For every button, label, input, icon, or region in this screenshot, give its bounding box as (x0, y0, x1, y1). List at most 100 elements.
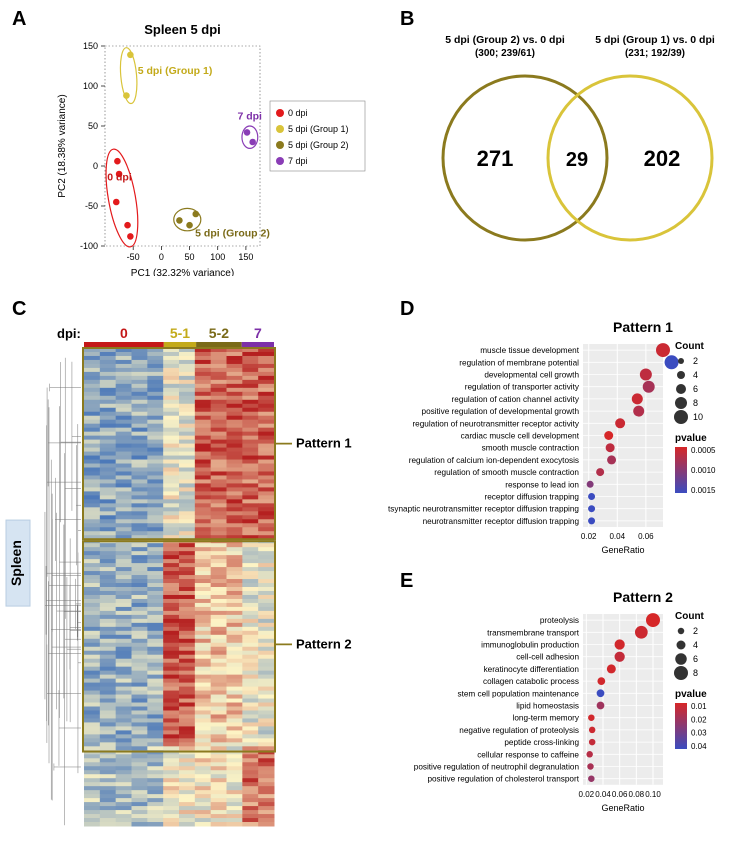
svg-text:Pattern 1: Pattern 1 (296, 436, 352, 451)
svg-text:dpi:: dpi: (57, 326, 81, 341)
panel-c-label: C (12, 298, 26, 321)
svg-text:0.03: 0.03 (691, 729, 707, 738)
svg-text:0 dpi: 0 dpi (288, 108, 308, 118)
svg-text:0.04: 0.04 (609, 532, 625, 541)
svg-text:-100: -100 (80, 241, 98, 251)
svg-text:0.06: 0.06 (638, 532, 654, 541)
svg-text:positive regulation of neutrop: positive regulation of neutrophil degran… (414, 763, 580, 772)
svg-text:271: 271 (477, 146, 514, 171)
svg-text:long-term memory: long-term memory (513, 714, 580, 723)
svg-text:10: 10 (693, 412, 703, 422)
svg-text:5 dpi (Group 2): 5 dpi (Group 2) (288, 140, 349, 150)
svg-text:positive regulation of cholest: positive regulation of cholesterol trans… (427, 775, 579, 784)
svg-text:(300; 239/61): (300; 239/61) (475, 48, 535, 59)
svg-text:0.04: 0.04 (691, 742, 707, 751)
svg-text:GeneRatio: GeneRatio (601, 803, 644, 813)
svg-text:neurotransmitter receptor diff: neurotransmitter receptor diffusion trap… (423, 517, 580, 526)
svg-text:7 dpi: 7 dpi (288, 156, 308, 166)
svg-text:postsynaptic neurotransmitter: postsynaptic neurotransmitter receptor d… (388, 505, 579, 514)
panel-d-label: D (400, 298, 414, 321)
svg-text:0.02: 0.02 (581, 532, 597, 541)
svg-text:0.04: 0.04 (595, 790, 611, 799)
svg-text:GeneRatio: GeneRatio (601, 545, 644, 555)
svg-text:7 dpi: 7 dpi (237, 111, 262, 123)
svg-text:PC1 (32.32% variance): PC1 (32.32% variance) (131, 268, 234, 276)
svg-text:0.0005: 0.0005 (691, 446, 716, 455)
svg-text:Spleen 5 dpi: Spleen 5 dpi (144, 22, 221, 37)
svg-text:5 dpi (Group 1): 5 dpi (Group 1) (138, 65, 213, 77)
svg-text:5 dpi (Group 2): 5 dpi (Group 2) (195, 227, 270, 239)
heatmap: dpi: 0 5-1 5-2 7 Pattern 1 Pattern 2 Spleen (4, 320, 384, 845)
svg-text:Count: Count (675, 611, 705, 622)
svg-text:negative regulation of proteol: negative regulation of proteolysis (459, 726, 579, 735)
svg-text:150: 150 (238, 252, 253, 262)
svg-text:6: 6 (693, 654, 698, 664)
svg-text:29: 29 (566, 149, 588, 171)
svg-text:6: 6 (693, 384, 698, 394)
svg-text:8: 8 (693, 398, 698, 408)
svg-text:positive regulation of develop: positive regulation of developmental gro… (422, 407, 580, 416)
svg-text:Count: Count (675, 341, 705, 352)
svg-text:pvalue: pvalue (675, 433, 707, 444)
svg-text:regulation of membrane potenti: regulation of membrane potential (459, 358, 579, 367)
svg-text:0.0010: 0.0010 (691, 466, 716, 475)
svg-text:Pattern 2: Pattern 2 (296, 636, 352, 651)
pca-scatter: Spleen 5 dpi-50050100150-100-50050100150… (30, 16, 370, 276)
svg-text:PC2 (18.38% variance): PC2 (18.38% variance) (57, 94, 68, 197)
svg-text:0.08: 0.08 (629, 790, 645, 799)
svg-text:-50: -50 (127, 252, 140, 262)
svg-text:cell-cell adhesion: cell-cell adhesion (516, 653, 579, 662)
svg-text:50: 50 (185, 252, 195, 262)
svg-text:lipid homeostasis: lipid homeostasis (516, 702, 579, 711)
svg-text:0.06: 0.06 (612, 790, 628, 799)
svg-text:cellular response to caffeine: cellular response to caffeine (477, 750, 579, 759)
svg-text:50: 50 (88, 121, 98, 131)
svg-text:muscle tissue development: muscle tissue development (480, 346, 579, 355)
svg-text:-50: -50 (85, 201, 98, 211)
svg-text:response to lead ion: response to lead ion (505, 480, 579, 489)
svg-text:5 dpi (Group 2) vs. 0 dpi: 5 dpi (Group 2) vs. 0 dpi (445, 34, 565, 46)
svg-text:proteolysis: proteolysis (540, 616, 579, 625)
svg-text:0: 0 (93, 161, 98, 171)
panel-a-label: A (12, 8, 26, 31)
svg-text:regulation of neurotransmitter: regulation of neurotransmitter receptor … (412, 419, 579, 428)
svg-text:smooth muscle contraction: smooth muscle contraction (482, 444, 580, 453)
svg-text:0: 0 (120, 325, 128, 341)
svg-text:0.0015: 0.0015 (691, 486, 716, 495)
svg-text:receptor diffusion trapping: receptor diffusion trapping (484, 493, 579, 502)
svg-text:keratinocyte differentiation: keratinocyte differentiation (484, 665, 580, 674)
svg-text:peptide cross-linking: peptide cross-linking (504, 738, 579, 747)
svg-text:7: 7 (254, 325, 262, 341)
svg-text:150: 150 (83, 41, 98, 51)
svg-text:5-2: 5-2 (209, 325, 229, 341)
svg-text:Spleen: Spleen (8, 540, 24, 586)
svg-text:regulation of transporter acti: regulation of transporter activity (465, 383, 580, 392)
svg-text:2: 2 (693, 626, 698, 636)
svg-text:regulation of calcium ion-depe: regulation of calcium ion-dependent exoc… (409, 456, 579, 465)
svg-text:immunoglobulin production: immunoglobulin production (481, 641, 579, 650)
svg-text:0 dpi: 0 dpi (107, 171, 132, 183)
svg-text:0.10: 0.10 (645, 790, 661, 799)
svg-text:regulation of cation channel a: regulation of cation channel activity (452, 395, 580, 404)
venn-diagram: 5 dpi (Group 2) vs. 0 dpi (300; 239/61) 5 … (410, 28, 740, 258)
svg-text:collagen catabolic process: collagen catabolic process (483, 677, 579, 686)
svg-text:8: 8 (693, 668, 698, 678)
svg-text:(231; 192/39): (231; 192/39) (625, 48, 685, 59)
svg-text:4: 4 (693, 640, 698, 650)
svg-text:2: 2 (693, 356, 698, 366)
svg-text:Pattern 2: Pattern 2 (613, 590, 673, 605)
dotplot-pattern2: Pattern 20.020.040.060.080.10GeneRatiopr… (388, 590, 750, 840)
svg-text:0.02: 0.02 (579, 790, 595, 799)
svg-text:0.01: 0.01 (691, 702, 707, 711)
svg-text:5-1: 5-1 (170, 325, 190, 341)
svg-text:100: 100 (210, 252, 225, 262)
svg-text:stem cell population maintenan: stem cell population maintenance (457, 689, 579, 698)
svg-text:0.02: 0.02 (691, 715, 707, 724)
svg-text:transmembrane transport: transmembrane transport (487, 628, 580, 637)
svg-text:4: 4 (693, 370, 698, 380)
svg-text:Pattern 1: Pattern 1 (613, 320, 673, 335)
svg-text:202: 202 (644, 146, 681, 171)
svg-text:cardiac muscle cell developmen: cardiac muscle cell development (461, 432, 580, 441)
svg-text:5 dpi (Group 1) vs. 0 dpi: 5 dpi (Group 1) vs. 0 dpi (595, 34, 715, 46)
svg-text:pvalue: pvalue (675, 689, 707, 700)
